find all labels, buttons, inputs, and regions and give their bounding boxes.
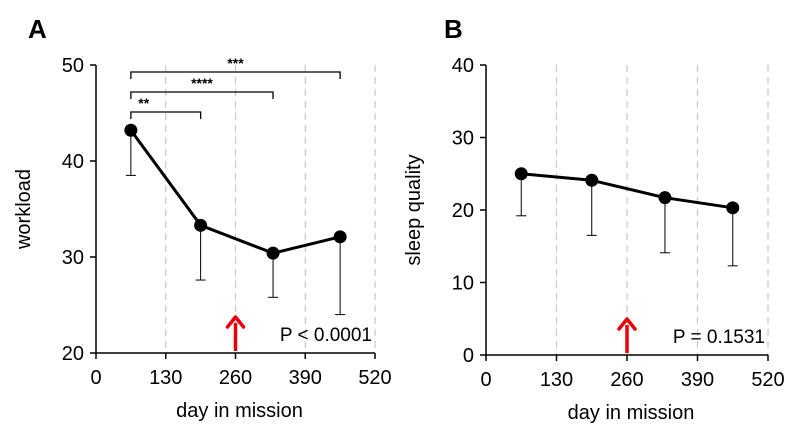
x-tick-label: 390 <box>289 367 322 389</box>
significance-label: **** <box>191 75 213 91</box>
p-value-annotation: P < 0.0001 <box>280 325 372 346</box>
x-tick-label: 0 <box>480 369 491 391</box>
event-arrow-head <box>225 315 246 329</box>
significance-label: *** <box>227 55 244 71</box>
y-tick-label: 40 <box>62 151 84 173</box>
panel-b: B 0 10 20 30 40 0 130 260 390 520 day in mission sle… <box>403 14 785 424</box>
data-point <box>726 201 740 215</box>
data-point <box>658 191 672 205</box>
x-tick-label: 260 <box>219 367 252 389</box>
p-value-annotation: P = 0.1531 <box>673 327 765 348</box>
data-point <box>194 218 208 232</box>
x-tick-label: 0 <box>90 367 101 389</box>
y-tick-label: 30 <box>452 128 474 150</box>
data-point <box>585 173 599 187</box>
panel-letter: A <box>28 14 47 44</box>
panel-letter: B <box>444 14 463 44</box>
data-point <box>266 246 280 260</box>
y-tick-label: 0 <box>463 345 474 367</box>
y-tick-label: 50 <box>62 55 84 77</box>
series-line <box>521 172 733 210</box>
significance-label: ** <box>138 95 149 111</box>
x-tick-label: 130 <box>540 369 573 391</box>
y-tick-label: 10 <box>452 273 474 295</box>
x-tick-label: 260 <box>610 369 643 391</box>
significance-bracket <box>130 91 274 99</box>
event-arrow-head <box>617 317 637 331</box>
y-tick-label: 30 <box>62 247 84 269</box>
y-tick-label: 40 <box>452 55 474 77</box>
significance-bracket <box>130 71 341 79</box>
significance-bracket <box>130 111 202 119</box>
x-tick-label: 520 <box>358 367 391 389</box>
y-tick-label: 20 <box>62 343 84 365</box>
data-point <box>333 230 347 244</box>
y-tick-label: 20 <box>452 200 474 222</box>
panel-a: A 20 30 40 50 0 130 260 390 520 day in mission work… <box>13 14 392 422</box>
x-tick-label: 520 <box>751 369 784 391</box>
series-line <box>129 129 341 255</box>
x-tick-label: 390 <box>681 369 714 391</box>
y-axis-title: sleep quality <box>403 154 425 265</box>
y-axis-title: workload <box>13 169 35 250</box>
x-tick-label: 130 <box>149 367 182 389</box>
x-axis-title: day in mission <box>176 400 303 422</box>
data-point <box>124 123 138 137</box>
x-axis-title: day in mission <box>568 402 695 424</box>
data-point <box>514 167 528 181</box>
